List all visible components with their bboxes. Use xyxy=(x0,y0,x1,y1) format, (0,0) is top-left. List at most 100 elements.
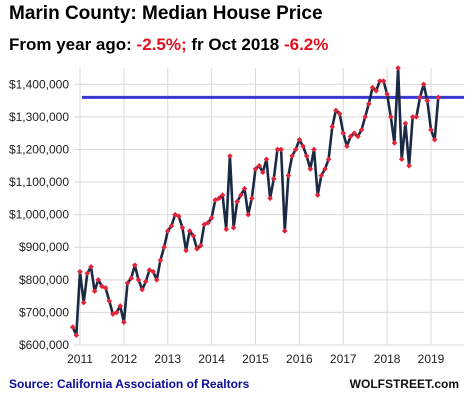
data-point-marker xyxy=(230,224,237,231)
data-point-marker xyxy=(355,133,361,140)
data-point-marker xyxy=(420,81,427,88)
data-point-marker xyxy=(208,215,215,221)
data-point-marker xyxy=(190,233,197,239)
data-point-marker xyxy=(183,247,189,254)
x-tick-label: 2013 xyxy=(154,352,181,366)
data-point-marker xyxy=(197,242,204,249)
chart-subtitle: From year ago: -2.5%; fr Oct 2018 -6.2% xyxy=(9,35,328,55)
data-point-marker xyxy=(369,84,376,91)
data-point-marker xyxy=(77,268,83,275)
data-point-marker xyxy=(80,299,87,306)
data-point-marker xyxy=(344,143,350,150)
data-point-marker xyxy=(325,156,332,163)
data-point-marker xyxy=(318,172,325,179)
y-tick-label: $800,000 xyxy=(19,273,69,287)
data-point-marker xyxy=(435,94,442,101)
data-point-marker xyxy=(296,136,303,143)
chart-title: Marin County: Median House Price xyxy=(9,3,323,24)
data-point-marker xyxy=(314,192,321,198)
data-point-marker xyxy=(161,244,167,251)
data-point-marker xyxy=(84,270,91,277)
y-tick-label: $1,400,000 xyxy=(9,77,69,91)
data-point-marker xyxy=(121,319,127,325)
data-point-marker xyxy=(270,176,277,182)
yoy-change-value: -2.5%; xyxy=(136,35,187,54)
data-point-marker xyxy=(333,107,339,114)
data-point-marker xyxy=(281,228,288,234)
x-tick-label: 2018 xyxy=(374,352,401,366)
data-point-marker xyxy=(431,136,438,143)
data-point-markers xyxy=(69,65,442,339)
data-point-marker xyxy=(402,120,409,127)
data-point-marker xyxy=(278,146,284,153)
data-point-marker xyxy=(413,114,420,120)
data-point-marker xyxy=(102,285,109,291)
x-axis-labels: 2011 2012 2013 2014 2015 2016 2017 2018 2019 xyxy=(67,352,445,366)
data-point-marker xyxy=(377,78,383,84)
data-point-marker xyxy=(307,166,314,172)
data-point-marker xyxy=(249,195,255,202)
data-point-marker xyxy=(289,153,295,159)
data-point-marker xyxy=(175,213,182,220)
data-point-marker xyxy=(409,114,416,120)
data-point-marker xyxy=(124,280,131,286)
data-point-marker xyxy=(245,211,251,218)
data-point-marker xyxy=(143,278,149,285)
subtitle-part-c: fr Oct 2018 xyxy=(186,35,284,54)
data-point-marker xyxy=(234,198,241,205)
y-tick-label: $1,200,000 xyxy=(9,142,69,156)
data-point-marker xyxy=(150,268,156,275)
data-point-marker xyxy=(347,133,354,140)
data-point-marker xyxy=(406,162,412,169)
data-point-marker xyxy=(366,101,372,107)
data-point-marker xyxy=(216,195,222,202)
data-point-marker xyxy=(300,143,306,150)
data-point-marker xyxy=(285,172,292,179)
data-point-marker xyxy=(106,298,113,304)
data-point-marker xyxy=(139,286,145,293)
data-point-marker xyxy=(117,303,124,309)
source-note: Source: California Association of Realto… xyxy=(9,377,250,391)
y-tick-label: $1,000,000 xyxy=(9,208,69,222)
data-point-marker xyxy=(322,166,328,172)
data-point-marker xyxy=(395,65,401,71)
data-point-marker xyxy=(113,309,120,316)
y-axis-labels: $600,000 $700,000 $800,000 $900,000 $1,000,0… xyxy=(9,77,69,352)
y-tick-label: $900,000 xyxy=(19,240,69,254)
data-point-marker xyxy=(274,146,281,153)
data-point-marker xyxy=(91,288,98,295)
x-tick-label: 2019 xyxy=(418,352,445,366)
x-tick-label: 2012 xyxy=(111,352,138,366)
data-point-marker xyxy=(260,169,266,176)
data-point-marker xyxy=(256,162,262,169)
data-point-marker xyxy=(292,146,299,153)
data-point-marker xyxy=(263,156,270,163)
data-point-marker xyxy=(168,223,175,229)
data-point-marker xyxy=(384,91,390,97)
data-point-marker xyxy=(179,224,186,231)
data-point-marker xyxy=(351,130,358,136)
data-point-marker xyxy=(205,219,211,226)
data-point-marker xyxy=(391,140,398,146)
since-peak-change-value: -6.2% xyxy=(283,35,329,54)
data-point-marker xyxy=(267,195,273,202)
data-point-marker xyxy=(219,192,226,198)
data-point-marker xyxy=(398,156,405,163)
data-point-marker xyxy=(194,246,200,252)
data-point-marker xyxy=(69,324,76,330)
y-tick-label: $1,300,000 xyxy=(9,110,69,124)
chart-grid xyxy=(74,68,464,346)
data-point-marker xyxy=(252,166,259,172)
data-point-marker xyxy=(157,257,164,264)
data-point-marker xyxy=(358,127,365,133)
x-tick-label: 2017 xyxy=(330,352,357,366)
data-point-marker xyxy=(424,97,431,104)
data-point-marker xyxy=(380,78,387,84)
data-point-marker xyxy=(303,153,310,159)
y-tick-label: $600,000 xyxy=(19,338,69,352)
data-point-marker xyxy=(428,127,434,133)
data-point-marker xyxy=(153,277,160,283)
x-tick-label: 2015 xyxy=(242,352,269,366)
